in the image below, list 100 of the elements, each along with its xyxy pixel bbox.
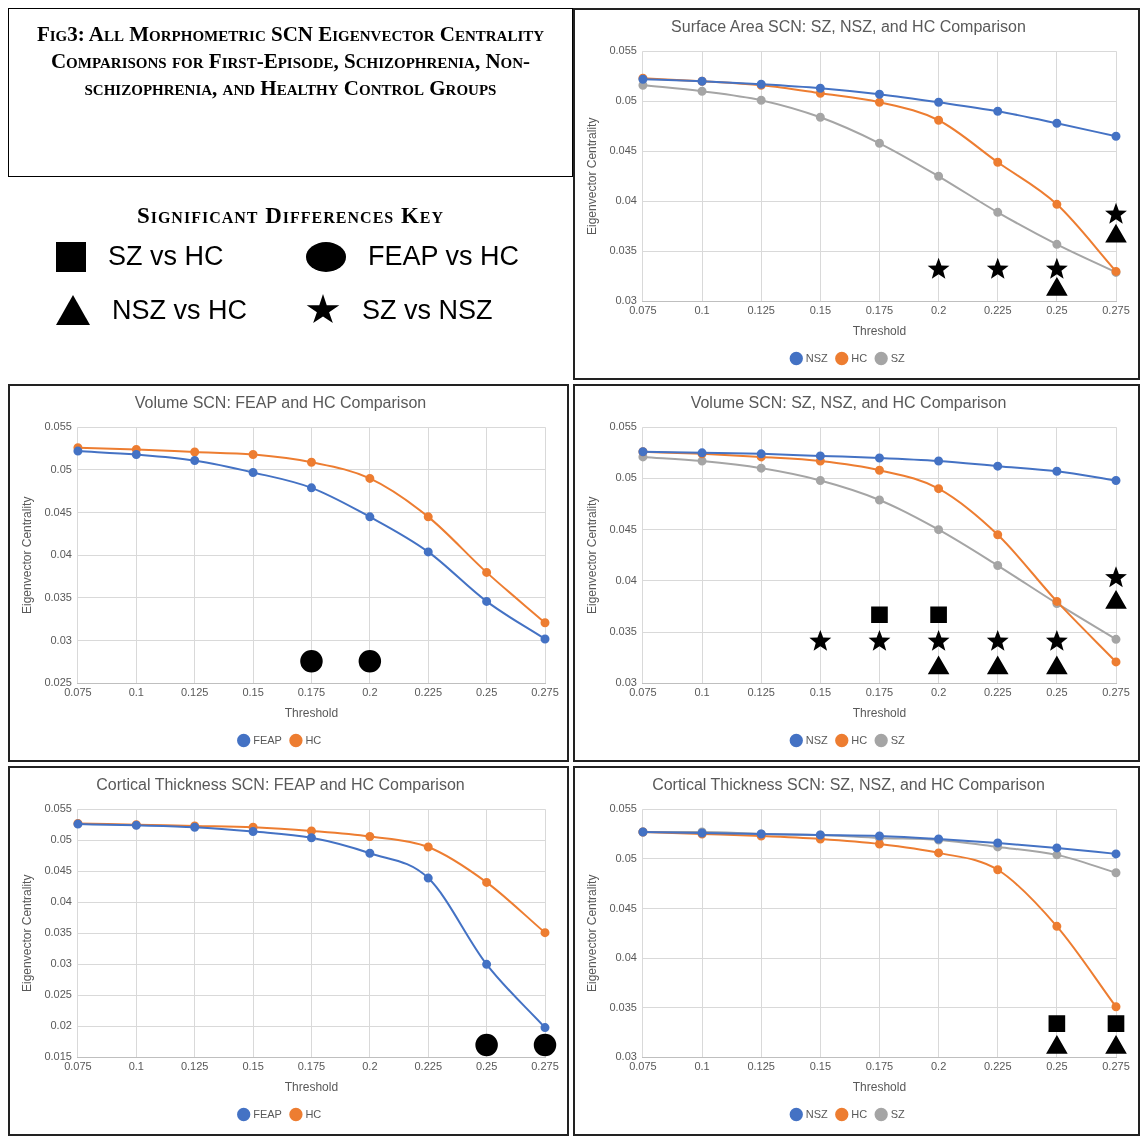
y-tick-label: 0.04 xyxy=(615,951,637,964)
x-tick-label: 0.075 xyxy=(629,686,657,699)
y-tick-label: 0.04 xyxy=(50,548,72,561)
legend-label: SZ xyxy=(890,351,905,364)
x-tick-label: 0.175 xyxy=(297,686,326,699)
y-tick-label: 0.03 xyxy=(615,1050,637,1063)
y-tick-label: 0.045 xyxy=(609,522,637,535)
text: Significant Differences Key xyxy=(135,203,446,229)
y-tick-label: 0.035 xyxy=(44,926,72,939)
x-tick-label: 0.075 xyxy=(64,686,92,699)
y-axis-title: Eigenvector Centrality xyxy=(584,117,599,235)
x-tick-label: 0.275 xyxy=(1102,1060,1130,1073)
legend-label: HC xyxy=(305,1107,322,1120)
y-tick-label: 0.045 xyxy=(609,144,637,157)
x-tick-label: 0.15 xyxy=(242,1060,264,1073)
y-tick-label: 0.025 xyxy=(44,988,72,1001)
x-tick-label: 0.25 xyxy=(1046,1060,1068,1073)
y-tick-label: 0.045 xyxy=(44,864,72,877)
x-tick-label: 0.075 xyxy=(629,304,657,317)
x-tick-label: 0.125 xyxy=(747,304,775,317)
x-tick-label: 0.2 xyxy=(930,304,947,317)
legend-label: NSZ xyxy=(805,733,829,746)
x-tick-label: 0.275 xyxy=(531,1060,559,1073)
legend-label: FEAP xyxy=(253,1107,282,1120)
x-axis-title: Threshold xyxy=(852,1080,907,1095)
x-tick-label: 0.225 xyxy=(414,686,442,699)
x-tick-label: 0.125 xyxy=(747,686,775,699)
legend-label: FEAP xyxy=(253,733,282,746)
legend-label: NSZ xyxy=(805,351,829,364)
y-tick-label: 0.055 xyxy=(44,420,72,433)
y-tick-label: 0.025 xyxy=(44,676,72,689)
x-tick-label: 0.1 xyxy=(694,686,710,699)
x-tick-label: 0.1 xyxy=(128,1060,144,1073)
chart-title: Volume SCN: FEAP and HC Comparison xyxy=(134,394,427,412)
legend-label: SZ xyxy=(890,733,905,746)
x-tick-label: 0.175 xyxy=(865,304,894,317)
x-tick-label: 0.275 xyxy=(531,686,559,699)
y-tick-label: 0.045 xyxy=(609,901,637,914)
x-tick-label: 0.1 xyxy=(694,304,710,317)
y-axis-title: Eigenvector Centrality xyxy=(584,496,599,614)
legend-label: HC xyxy=(851,733,868,746)
legend-label: FEAP vs HC xyxy=(368,241,520,272)
x-axis-title: Threshold xyxy=(284,706,339,721)
chart-title: Cortical Thickness SCN: SZ, NSZ, and HC Comparison xyxy=(652,776,1045,794)
legend-label: SZ vs NSZ xyxy=(362,294,493,326)
x-tick-label: 0.1 xyxy=(128,686,144,699)
legend-label: HC xyxy=(305,733,322,746)
y-axis-title: Eigenvector Centrality xyxy=(19,874,34,992)
y-tick-label: 0.05 xyxy=(615,471,637,484)
y-tick-label: 0.045 xyxy=(44,505,72,518)
legend-label: SZ xyxy=(890,1107,905,1120)
chart-title: Volume SCN: SZ, NSZ, and HC Comparison xyxy=(690,394,1007,412)
x-tick-label: 0.15 xyxy=(809,304,832,317)
x-tick-label: 0.125 xyxy=(747,1060,775,1073)
y-tick-label: 0.05 xyxy=(50,833,72,846)
x-tick-label: 0.2 xyxy=(362,1060,378,1073)
x-tick-label: 0.15 xyxy=(809,686,832,699)
x-tick-label: 0.25 xyxy=(1046,304,1068,317)
y-tick-label: 0.055 xyxy=(609,802,637,815)
y-tick-label: 0.055 xyxy=(609,44,637,57)
x-tick-label: 0.075 xyxy=(629,1060,657,1073)
chart-title: Cortical Thickness SCN: FEAP and HC Comparison xyxy=(96,776,465,794)
y-tick-label: 0.015 xyxy=(44,1050,72,1063)
y-tick-label: 0.055 xyxy=(44,802,72,815)
y-tick-label: 0.04 xyxy=(615,573,637,586)
x-tick-label: 0.125 xyxy=(180,686,209,699)
x-tick-label: 0.225 xyxy=(983,1060,1012,1073)
y-tick-label: 0.03 xyxy=(50,957,72,970)
x-tick-label: 0.15 xyxy=(242,686,264,699)
y-axis-title: Eigenvector Centrality xyxy=(19,496,34,614)
x-axis-title: Threshold xyxy=(852,706,907,721)
x-tick-label: 0.275 xyxy=(1102,686,1130,699)
x-tick-label: 0.225 xyxy=(414,1060,442,1073)
x-tick-label: 0.25 xyxy=(1046,686,1068,699)
y-tick-label: 0.035 xyxy=(609,625,637,638)
y-tick-label: 0.04 xyxy=(615,194,637,207)
y-tick-label: 0.02 xyxy=(50,1019,72,1032)
x-tick-label: 0.125 xyxy=(180,1060,209,1073)
x-tick-label: 0.25 xyxy=(475,686,498,699)
legend-label: NSZ xyxy=(805,1107,829,1120)
x-tick-label: 0.175 xyxy=(297,1060,326,1073)
y-tick-label: 0.05 xyxy=(50,462,72,475)
x-tick-label: 0.1 xyxy=(694,1060,710,1073)
y-tick-label: 0.05 xyxy=(615,94,637,107)
x-tick-label: 0.275 xyxy=(1102,304,1130,317)
x-axis-title: Threshold xyxy=(852,324,907,339)
x-tick-label: 0.225 xyxy=(983,304,1012,317)
x-tick-label: 0.2 xyxy=(362,686,378,699)
x-tick-label: 0.15 xyxy=(809,1060,832,1073)
y-axis-title: Eigenvector Centrality xyxy=(584,874,599,992)
legend-label: NSZ vs HC xyxy=(112,294,247,326)
x-tick-label: 0.2 xyxy=(930,686,947,699)
x-axis-title: Threshold xyxy=(284,1080,339,1095)
y-tick-label: 0.05 xyxy=(615,851,637,864)
legend-label: HC xyxy=(851,351,868,364)
y-tick-label: 0.03 xyxy=(615,676,637,689)
y-tick-label: 0.035 xyxy=(609,244,637,257)
y-tick-label: 0.055 xyxy=(609,420,637,433)
x-tick-label: 0.25 xyxy=(475,1060,498,1073)
legend-label: HC xyxy=(851,1107,868,1120)
